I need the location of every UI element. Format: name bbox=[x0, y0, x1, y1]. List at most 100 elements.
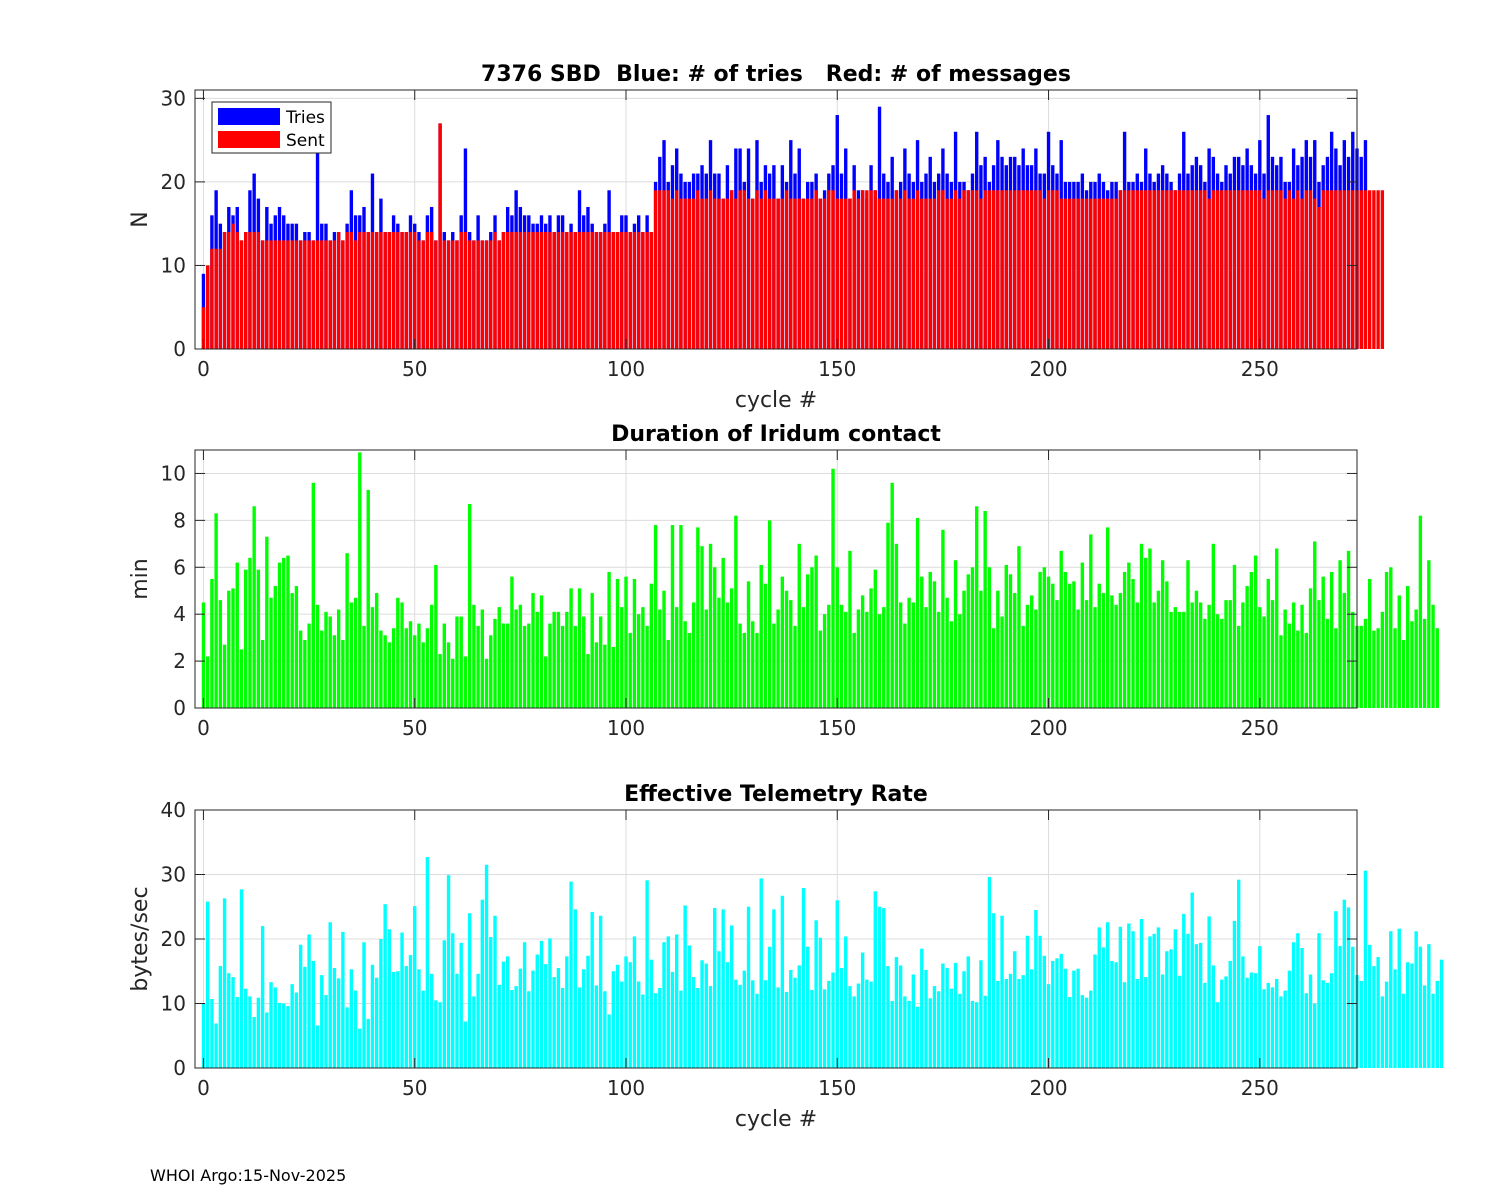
bar-duration bbox=[1186, 560, 1190, 708]
bar-sent bbox=[214, 248, 218, 349]
bar-sent bbox=[404, 232, 408, 349]
bar-rate bbox=[383, 904, 387, 1068]
bar-sent bbox=[996, 190, 1000, 349]
bar-rate bbox=[666, 936, 670, 1068]
bar-sent bbox=[958, 198, 962, 349]
bar-duration bbox=[1097, 583, 1101, 708]
bar-rate bbox=[501, 961, 506, 1068]
bar-rate bbox=[1160, 974, 1165, 1068]
axes-box bbox=[194, 449, 1358, 709]
bar-duration bbox=[683, 621, 687, 708]
bar-sent bbox=[569, 232, 573, 349]
bar-sent bbox=[379, 232, 383, 349]
bar-rate bbox=[1275, 978, 1279, 1068]
bar-duration bbox=[324, 611, 328, 708]
bar-sent bbox=[265, 240, 269, 349]
bar-rate bbox=[636, 981, 641, 1068]
bar-rate bbox=[920, 948, 924, 1068]
bar-sent bbox=[856, 198, 861, 349]
bar-sent bbox=[573, 232, 577, 349]
bars-rate bbox=[201, 857, 1444, 1069]
bar-duration bbox=[514, 609, 518, 708]
bar-duration bbox=[476, 625, 480, 708]
bar-sent bbox=[1114, 198, 1118, 349]
bar-sent bbox=[497, 240, 501, 349]
bar-rate bbox=[252, 1017, 256, 1068]
bar-duration bbox=[1000, 616, 1004, 708]
y-tick-label: 0 bbox=[173, 696, 186, 720]
bar-rate bbox=[1110, 960, 1114, 1068]
bar-sent bbox=[1067, 198, 1072, 349]
bar-duration bbox=[510, 576, 514, 708]
chart-rate: 0 50 100 150 200 250 0 10 20 30 40 Effective Teleme… bbox=[128, 782, 1444, 1132]
bar-rate bbox=[379, 939, 383, 1068]
bar-sent bbox=[400, 232, 404, 349]
bar-sent bbox=[1228, 190, 1232, 349]
bar-rate bbox=[1228, 960, 1232, 1068]
bar-duration bbox=[1317, 600, 1321, 708]
bar-duration bbox=[1182, 611, 1186, 708]
bar-rate bbox=[1186, 933, 1190, 1068]
bar-duration bbox=[632, 579, 637, 708]
bar-duration bbox=[265, 536, 269, 708]
bar-sent bbox=[704, 198, 708, 349]
bar-sent bbox=[1160, 190, 1165, 349]
bar-rate bbox=[801, 888, 806, 1068]
bar-duration bbox=[797, 543, 801, 708]
bar-duration bbox=[772, 623, 776, 708]
bar-rate bbox=[1106, 922, 1110, 1068]
bar-sent bbox=[476, 240, 480, 349]
bar-rate bbox=[1308, 974, 1313, 1068]
bar-duration bbox=[548, 623, 552, 708]
bar-rate bbox=[425, 857, 430, 1068]
bar-sent bbox=[928, 198, 932, 349]
bar-sent bbox=[252, 232, 256, 349]
bar-sent bbox=[565, 232, 569, 349]
bar-rate bbox=[1021, 975, 1025, 1068]
bar-rate bbox=[772, 909, 776, 1068]
bar-rate bbox=[793, 977, 797, 1068]
bar-sent bbox=[273, 240, 277, 349]
x-tick-label: 0 bbox=[197, 716, 210, 740]
bar-duration bbox=[898, 602, 903, 708]
bar-duration bbox=[341, 639, 345, 708]
bar-duration bbox=[222, 644, 227, 708]
bar-duration bbox=[1084, 600, 1089, 708]
bar-duration bbox=[560, 625, 565, 708]
bar-rate bbox=[620, 981, 624, 1068]
bar-sent bbox=[696, 190, 700, 349]
bar-sent bbox=[632, 232, 637, 349]
bar-duration bbox=[1131, 579, 1135, 708]
bar-sent bbox=[1351, 190, 1355, 349]
y-tick-label: 20 bbox=[161, 170, 186, 194]
y-tick-label: 10 bbox=[161, 253, 186, 277]
bar-rate bbox=[467, 913, 472, 1068]
bar-sent bbox=[865, 190, 869, 349]
bar-sent bbox=[1279, 190, 1283, 349]
bar-duration bbox=[1304, 632, 1308, 708]
bar-rate bbox=[260, 926, 265, 1068]
bar-rate bbox=[1008, 973, 1013, 1068]
bar-sent bbox=[501, 232, 506, 349]
bar-duration bbox=[1122, 571, 1127, 708]
bar-sent bbox=[1215, 190, 1220, 349]
bar-duration bbox=[400, 602, 404, 708]
bar-duration bbox=[675, 607, 679, 708]
bar-sent bbox=[205, 265, 210, 349]
x-tick-label: 50 bbox=[402, 357, 427, 381]
bar-duration bbox=[1004, 564, 1008, 708]
bar-duration bbox=[941, 529, 945, 708]
bar-duration bbox=[1435, 628, 1439, 708]
bar-duration bbox=[552, 611, 556, 708]
bar-duration bbox=[455, 616, 459, 708]
bar-rate bbox=[903, 996, 907, 1068]
bar-duration bbox=[983, 510, 987, 708]
bar-rate bbox=[451, 933, 455, 1068]
bar-duration bbox=[1224, 600, 1228, 708]
bar-sent bbox=[877, 198, 882, 349]
bar-rate bbox=[962, 971, 966, 1068]
bar-duration bbox=[970, 567, 975, 708]
bar-rate bbox=[577, 987, 582, 1069]
bar-rate bbox=[222, 898, 227, 1068]
bar-duration bbox=[814, 555, 818, 708]
